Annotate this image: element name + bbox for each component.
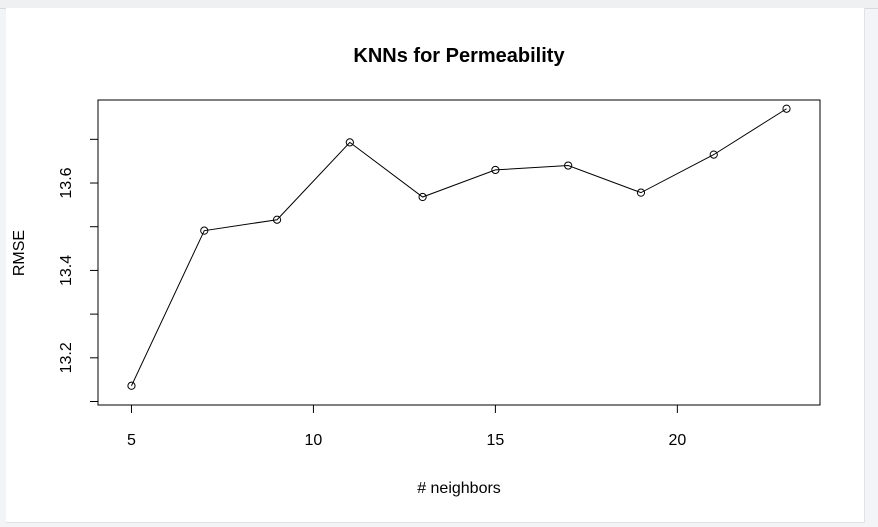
plot-box <box>97 99 821 406</box>
series-line <box>131 108 787 386</box>
x-tick-label: 15 <box>486 432 504 449</box>
chart-title: KNNs for Permeability <box>353 45 565 67</box>
data-point <box>782 104 791 113</box>
data-point <box>200 226 209 235</box>
data-point <box>564 161 573 170</box>
data-point <box>491 165 500 175</box>
series-layer <box>127 104 791 390</box>
y-tick-label: 13.4 <box>58 255 75 286</box>
y-axis: 13.2 13.4 13.6 <box>58 138 99 403</box>
y-tick-label: 13.6 <box>58 167 75 198</box>
x-axis-label: # neighbors <box>417 480 501 497</box>
x-tick-label: 20 <box>668 432 686 449</box>
data-point <box>272 215 282 224</box>
data-point <box>709 150 718 159</box>
data-point <box>636 188 646 197</box>
y-tick-label: 13.2 <box>58 342 75 373</box>
y-axis-label: RMSE <box>11 230 28 276</box>
data-point <box>418 192 427 202</box>
data-point <box>127 381 136 390</box>
x-tick-label: 5 <box>127 432 136 449</box>
x-axis: 5 10 15 20 <box>127 404 686 449</box>
plot-panel <box>6 8 865 523</box>
x-tick-label: 10 <box>305 432 323 449</box>
data-point <box>345 138 354 147</box>
